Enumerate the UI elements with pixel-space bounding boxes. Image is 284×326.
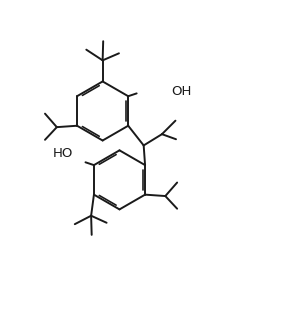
Text: HO: HO (53, 147, 73, 160)
Text: OH: OH (172, 85, 192, 98)
